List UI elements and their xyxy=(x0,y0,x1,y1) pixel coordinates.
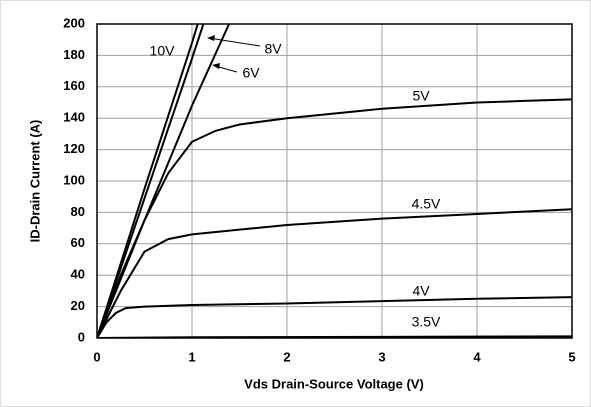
curve xyxy=(97,208,572,338)
x-tick-label: 2 xyxy=(283,349,290,364)
y-tick-label: 140 xyxy=(63,110,85,125)
arrow-head xyxy=(207,35,215,41)
y-tick-label: 180 xyxy=(63,47,85,62)
curve xyxy=(97,24,230,338)
y-tick-label: 80 xyxy=(71,204,85,219)
series-label: 8V xyxy=(264,41,282,57)
series-label: 10V xyxy=(150,43,176,59)
x-tick-label: 3 xyxy=(378,349,385,364)
x-tick-label: 1 xyxy=(188,349,195,364)
y-tick-label: 160 xyxy=(63,78,85,93)
y-tick-label: 200 xyxy=(63,15,85,30)
y-axis-label: ID-Drain Current (A) xyxy=(27,120,42,243)
x-axis-label: Vds Drain-Source Voltage (V) xyxy=(244,376,424,391)
plot-frame xyxy=(96,23,573,339)
x-tick-label: 4 xyxy=(473,349,481,364)
y-tick-label: 120 xyxy=(63,141,85,156)
series-label: 3.5V xyxy=(412,314,441,330)
curve xyxy=(97,98,572,338)
curve xyxy=(97,24,199,338)
x-tick-label: 0 xyxy=(93,349,100,364)
curve xyxy=(97,296,572,338)
y-tick-label: 60 xyxy=(71,235,85,250)
y-tick-label: 100 xyxy=(63,172,85,187)
series-label: 4.5V xyxy=(412,196,441,212)
series-label: 6V xyxy=(242,65,260,81)
arrow xyxy=(208,37,261,47)
series-label: 5V xyxy=(412,88,430,104)
y-tick-label: 0 xyxy=(78,329,85,344)
arrow-head xyxy=(212,63,220,69)
x-tick-label: 5 xyxy=(568,349,575,364)
series-label: 4V xyxy=(412,283,430,299)
y-tick-label: 20 xyxy=(71,298,85,313)
y-tick-label: 40 xyxy=(71,267,85,282)
curve xyxy=(97,24,205,338)
